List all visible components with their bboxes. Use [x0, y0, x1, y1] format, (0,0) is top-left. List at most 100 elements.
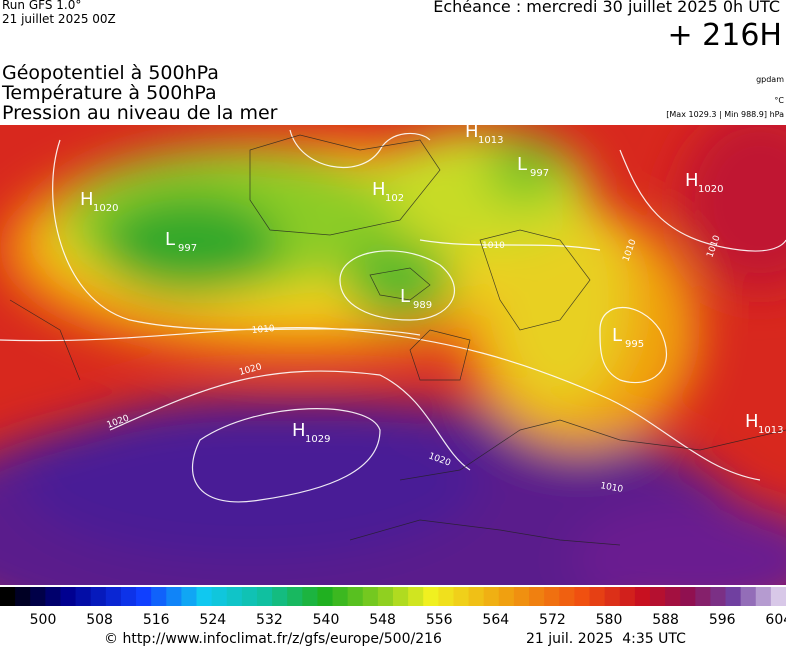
center-value: 995: [625, 339, 644, 350]
title: Géopotentiel à 500hPa: [2, 62, 219, 84]
colorbar-swatch: [695, 587, 711, 606]
colorbar-label: 564: [482, 612, 509, 628]
colorbar-swatch: [332, 587, 349, 606]
colorbar-swatch: [393, 587, 409, 606]
colorbar-swatch: [60, 587, 77, 606]
footer-date: 21 juil. 2025 4:35 UTC: [526, 631, 686, 647]
colorbar-swatch: [317, 587, 334, 606]
colorbar-swatch: [619, 587, 636, 606]
isobar-label: 1010: [251, 324, 275, 336]
colorbar-label: 572: [539, 612, 566, 628]
isobar-label: 1010: [482, 241, 505, 251]
colorbar-swatch: [211, 587, 228, 606]
center-type: L: [400, 286, 410, 307]
colorbar-swatch: [347, 587, 364, 606]
colorbar-swatch: [589, 587, 606, 606]
center-value: 102: [385, 193, 404, 204]
colorbar-swatch: [544, 587, 560, 606]
colorbar-swatch: [15, 587, 31, 606]
colorbar-swatch: [483, 587, 500, 606]
center-value: 1020: [93, 203, 118, 214]
colorbar-swatch: [438, 587, 454, 606]
colorbar-swatch: [181, 587, 197, 606]
colorbar-swatch: [241, 587, 258, 606]
center-type: H: [745, 411, 759, 432]
title: Température à 500hPa: [2, 82, 217, 104]
lead-time: + 216H: [667, 18, 783, 53]
colorbar-swatch: [151, 587, 167, 606]
colorbar-swatch: [120, 587, 137, 606]
colorbar-swatch: [665, 587, 681, 606]
colorbar-swatch: [90, 587, 107, 606]
center-type: H: [685, 170, 699, 191]
colorbar-label: 508: [86, 612, 113, 628]
colorbar-swatch: [45, 587, 61, 606]
colorbar-swatch: [226, 587, 243, 606]
colorbar-swatch: [362, 587, 379, 606]
colorbar-swatch: [574, 587, 590, 606]
center-value: 1013: [758, 425, 783, 436]
colorbar-swatch: [105, 587, 122, 606]
colorbar-swatch: [604, 587, 621, 606]
isobar-label: 1010: [599, 481, 624, 495]
colorbar-label: 516: [143, 612, 170, 628]
colorbar-swatch: [559, 587, 575, 606]
colorbar-swatch: [498, 587, 515, 606]
colorbar-swatch: [302, 587, 318, 606]
center-value: 997: [178, 243, 197, 254]
center-type: H: [372, 179, 386, 200]
center-type: L: [612, 325, 622, 346]
field: [0, 125, 786, 585]
colorbar-swatch: [529, 587, 545, 606]
colorbar-swatch: [725, 587, 742, 606]
title: Pression au niveau de la mer: [2, 102, 278, 124]
unit: °C: [774, 96, 784, 105]
colorbar-swatch: [196, 587, 213, 606]
run: 21 juillet 2025 00Z: [2, 12, 116, 26]
colorbar-label: 500: [30, 612, 57, 628]
colorbar-label: 596: [709, 612, 736, 628]
colorbar-swatch: [453, 587, 470, 606]
center-value: 989: [413, 300, 432, 311]
colorbar-swatch: [0, 587, 16, 606]
colorbar-swatch: [649, 587, 666, 606]
center-type: L: [517, 154, 527, 175]
colorbar-swatch: [680, 587, 696, 606]
colorbar-label: 556: [426, 612, 453, 628]
center-type: H: [80, 189, 94, 210]
colorbar-label: 532: [256, 612, 283, 628]
colorbar-swatch: [755, 587, 772, 606]
pressure-range: [Max 1029.3 | Min 988.9] hPa: [666, 110, 784, 119]
colorbar-label: 540: [313, 612, 340, 628]
colorbar-swatch: [272, 587, 288, 606]
colorbar-swatch: [408, 587, 424, 606]
colorbar-label: 604: [765, 612, 786, 628]
center-type: H: [465, 121, 479, 142]
colorbar-swatch: [136, 587, 152, 606]
colorbar-swatch: [468, 587, 485, 606]
colorbar-swatch: [75, 587, 92, 606]
center-value: 1029: [305, 434, 330, 445]
colorbar-swatch: [770, 587, 786, 606]
colorbar-swatch: [634, 587, 651, 606]
center-type: H: [292, 420, 306, 441]
colorbar-swatch: [30, 587, 46, 606]
unit: gpdam: [756, 75, 784, 84]
colorbar-swatch: [287, 587, 303, 606]
colorbar-swatch: [256, 587, 273, 606]
model: Run GFS 1.0°: [2, 0, 82, 12]
colorbar-swatch: [740, 587, 757, 606]
center-value: 1013: [478, 135, 503, 146]
valid-time: Echéance : mercredi 30 juillet 2025 0h U…: [433, 0, 780, 16]
colorbar-swatch: [377, 587, 394, 606]
colorbar-label: 548: [369, 612, 396, 628]
colorbar-label: 588: [652, 612, 679, 628]
colorbar-label: 524: [199, 612, 226, 628]
center-type: L: [165, 229, 175, 250]
colorbar-label: 580: [596, 612, 623, 628]
footer-url: © http://www.infoclimat.fr/z/gfs/europe/…: [104, 631, 442, 647]
center-value: 1020: [698, 184, 723, 195]
colorbar-swatch: [513, 587, 530, 606]
